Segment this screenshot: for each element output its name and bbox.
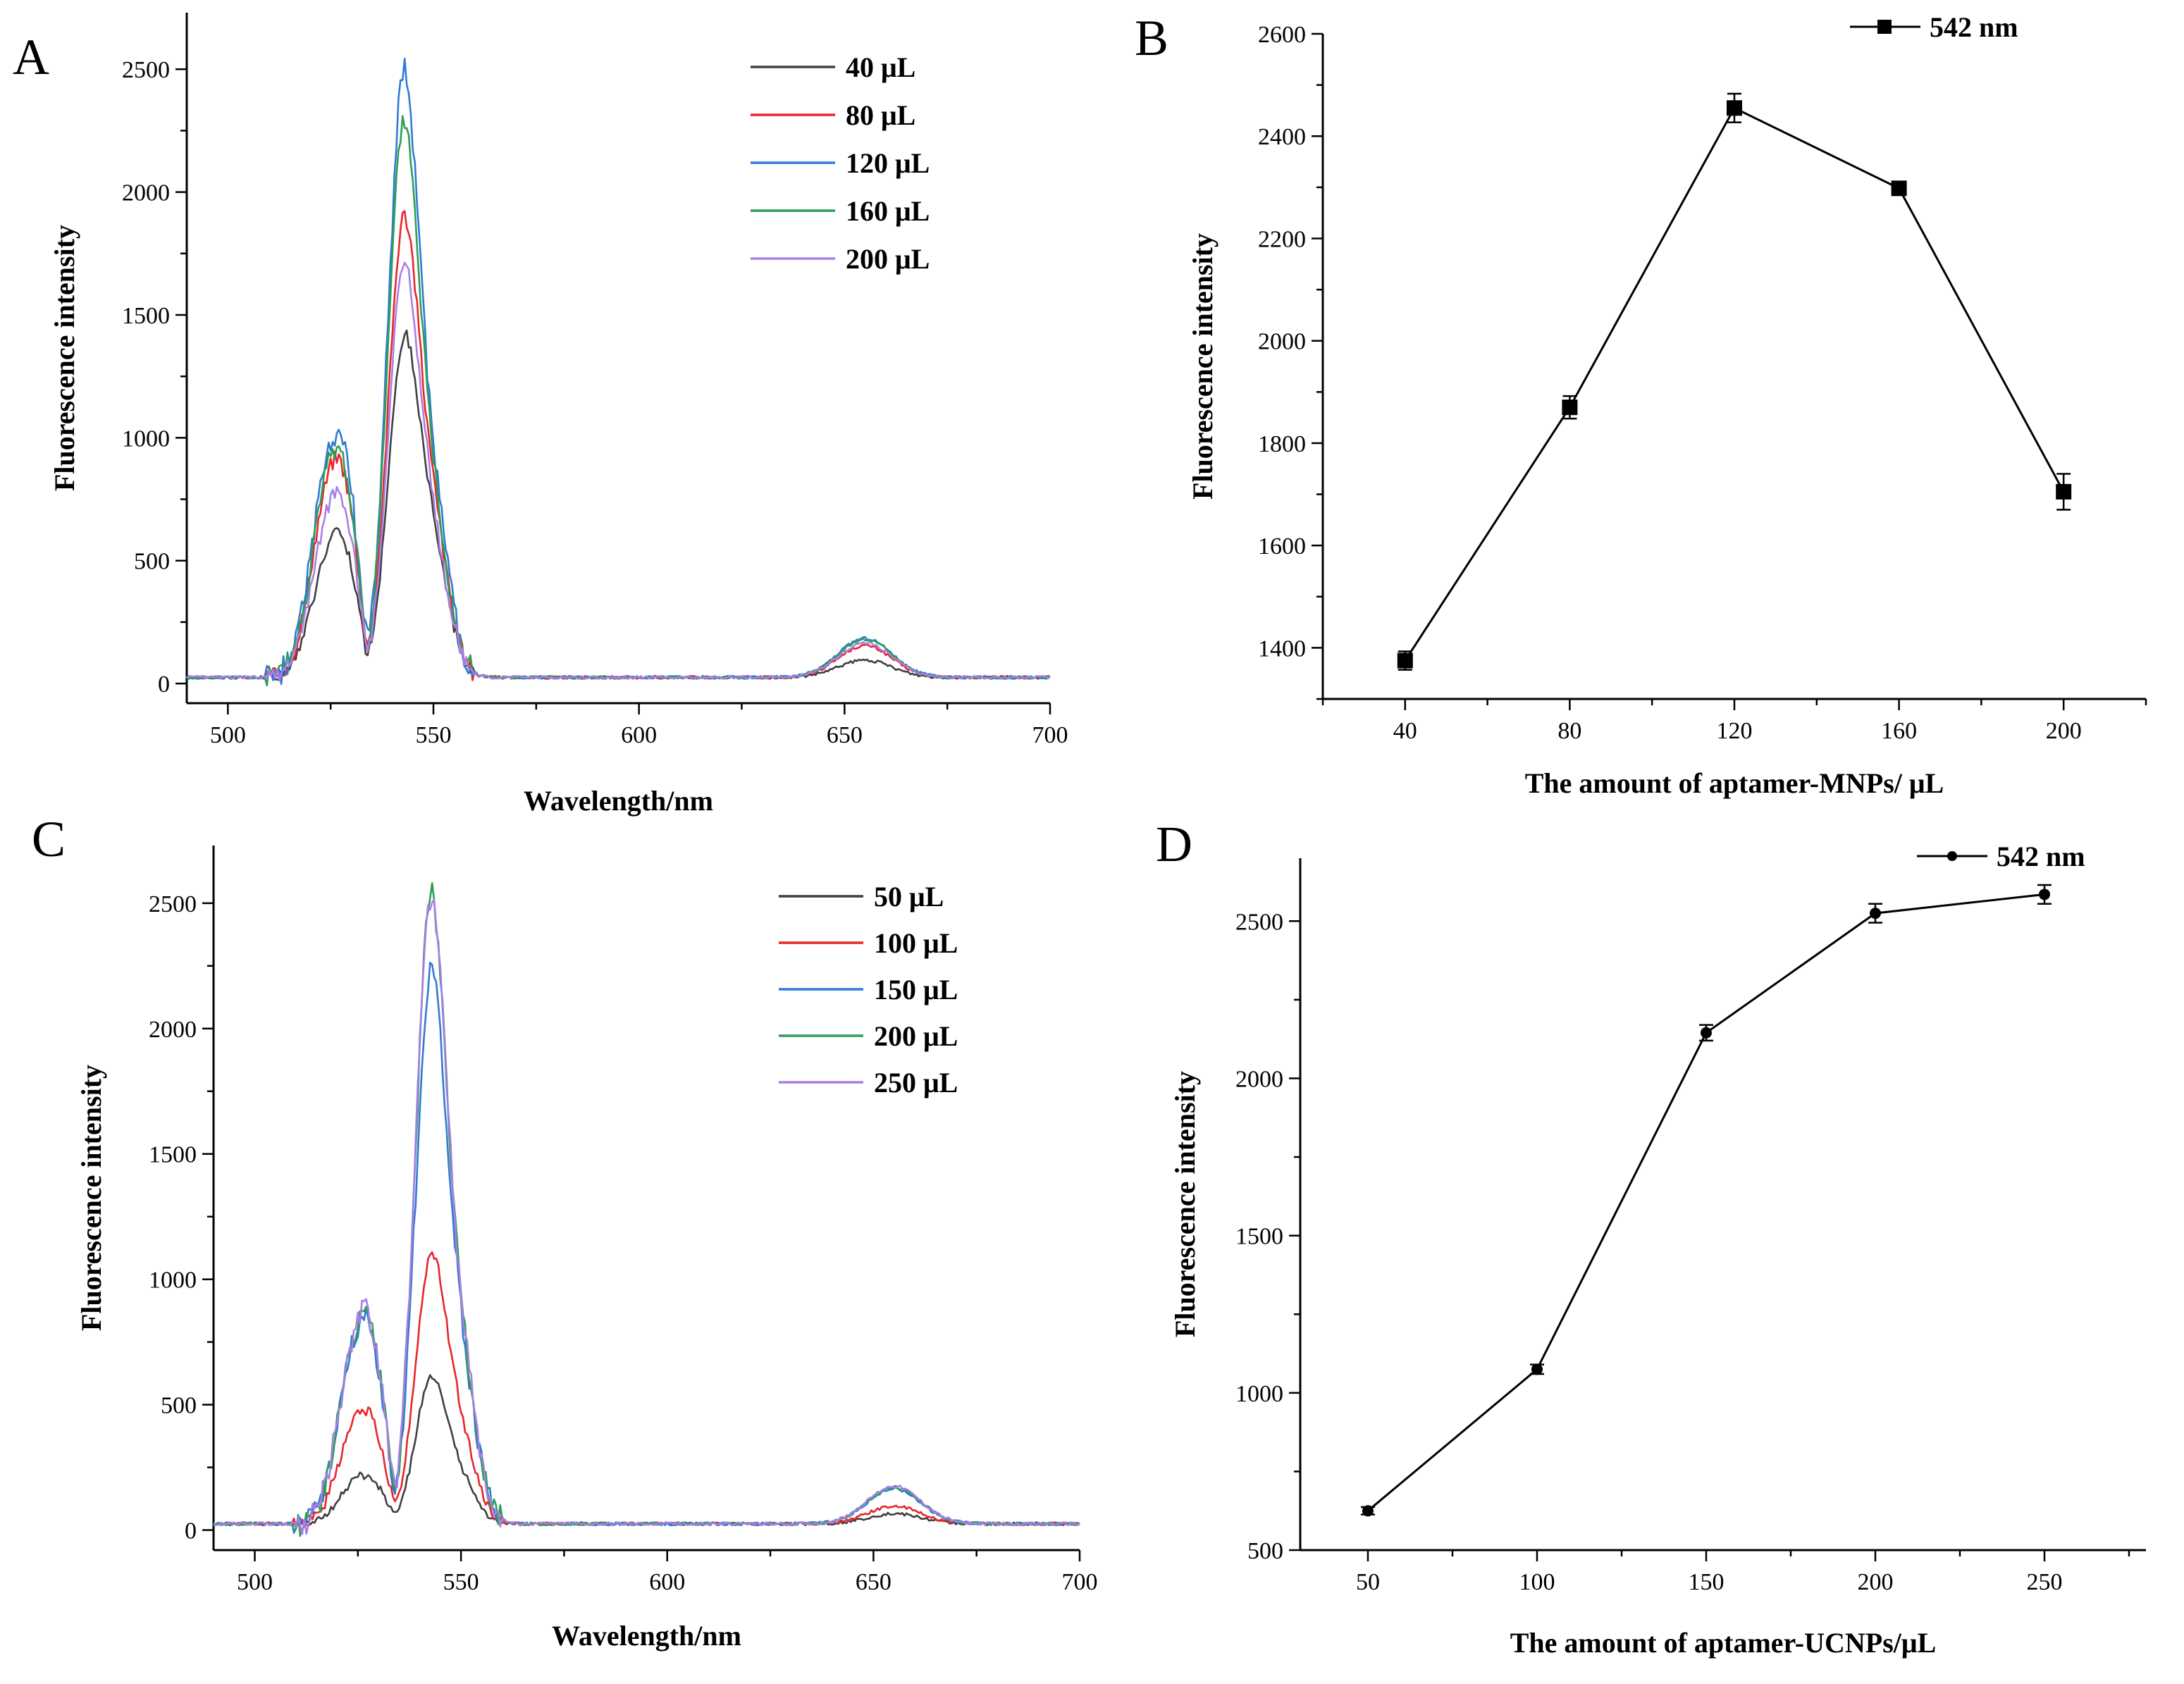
panel-d-data-point bbox=[1362, 1505, 1374, 1517]
panel-a-y-tick-label: 500 bbox=[134, 549, 170, 575]
panel-a-y-tick-label: 1000 bbox=[122, 426, 170, 452]
panel-c-y-tick-label: 1500 bbox=[149, 1142, 197, 1168]
panel-d-y-tick-label: 1500 bbox=[1235, 1224, 1283, 1250]
panel-b-data-point bbox=[1891, 180, 1907, 197]
panel-c-x-tick-label: 550 bbox=[443, 1569, 479, 1595]
panel-a-y-tick-label: 0 bbox=[158, 671, 170, 698]
panel-c-y-tick-label: 500 bbox=[161, 1393, 197, 1419]
panel-c-y-tick-label: 2500 bbox=[149, 891, 197, 917]
panel-c-chart: C 500 550 600 650 700 0 500 1000 1500 2000 2500 Wave… bbox=[32, 811, 1098, 1652]
panel-b-data-point bbox=[2056, 483, 2072, 500]
panel-b-y-axis-title: Fluorescence intensity bbox=[1187, 233, 1219, 500]
panel-c-legend-label: 250 μL bbox=[874, 1067, 958, 1098]
panel-b-x-tick-label: 120 bbox=[1717, 718, 1753, 744]
panel-a-y-tick-label: 2000 bbox=[122, 180, 170, 206]
panel-a-x-tick-label: 550 bbox=[416, 722, 452, 748]
panel-c-x-tick-label: 700 bbox=[1062, 1569, 1098, 1595]
panel-a-letter: A bbox=[13, 29, 49, 85]
panel-d-letter: D bbox=[1156, 816, 1192, 872]
panel-a-legend: 40 μL 80 μL 120 μL 160 μL 200 μL bbox=[751, 51, 930, 275]
panel-d-data-point bbox=[1701, 1027, 1712, 1039]
panel-d-legend-label: 542 nm bbox=[1997, 841, 2085, 872]
panel-c-y-tick-label: 2000 bbox=[149, 1017, 197, 1043]
panel-a-series-line bbox=[186, 261, 1051, 682]
panel-b-y-tick-label: 1800 bbox=[1258, 431, 1306, 457]
panel-b-x-tick-label: 160 bbox=[1881, 718, 1917, 744]
panel-a-legend-label: 200 μL bbox=[846, 243, 930, 275]
panel-b-x-tick-label: 80 bbox=[1557, 718, 1581, 744]
panel-d-y-tick-label: 2000 bbox=[1235, 1066, 1283, 1092]
panel-c-y-tick-label: 1000 bbox=[149, 1268, 197, 1294]
panel-d-x-tick-label: 200 bbox=[1858, 1569, 1894, 1595]
panel-d-chart: D 50 100 150 200 250 500 1000 1500 2000 2500 The am… bbox=[1156, 816, 2146, 1659]
panel-a-x-axis-title: Wavelength/nm bbox=[524, 785, 713, 817]
panel-b-y-tick-label: 2200 bbox=[1258, 226, 1306, 252]
panel-c-x-tick-label: 600 bbox=[649, 1569, 685, 1595]
panel-c-y-tick-label: 0 bbox=[185, 1518, 197, 1544]
panel-b-legend: 542 nm bbox=[1850, 11, 2018, 43]
panel-d-legend-marker bbox=[1947, 851, 1957, 861]
panel-a-y-axis-title: Fluorescence intensity bbox=[49, 225, 80, 491]
panel-b-chart: B 40 80 120 160 200 1400 1600 1800 2000 2200 2400 26… bbox=[1135, 10, 2147, 799]
panel-c-series-line bbox=[213, 898, 1080, 1535]
panel-b-x-tick-label: 200 bbox=[2046, 718, 2082, 744]
panel-c-x-tick-label: 500 bbox=[237, 1569, 273, 1595]
panel-d-x-tick-label: 250 bbox=[2027, 1569, 2063, 1595]
panel-b-y-tick-label: 2600 bbox=[1258, 22, 1306, 48]
panel-b-data-point bbox=[1727, 100, 1742, 116]
panel-d-x-tick-label: 100 bbox=[1519, 1569, 1555, 1595]
panel-d-data-point bbox=[2039, 889, 2050, 900]
panel-c-letter: C bbox=[32, 811, 66, 867]
panel-a-x-tick-label: 600 bbox=[621, 722, 657, 748]
panel-d-y-tick-label: 2500 bbox=[1235, 909, 1283, 935]
panel-d-x-tick-label: 150 bbox=[1689, 1569, 1725, 1595]
panel-d-y-axis-title: Fluorescence intensity bbox=[1169, 1071, 1201, 1337]
panel-a-legend-label: 160 μL bbox=[846, 195, 930, 227]
panel-b-x-tick-label: 40 bbox=[1393, 718, 1417, 744]
panel-b-y-tick-label: 2400 bbox=[1258, 124, 1306, 150]
panel-b-letter: B bbox=[1135, 10, 1168, 66]
panel-c-legend-label: 200 μL bbox=[874, 1020, 958, 1052]
panel-d-data-point bbox=[1870, 908, 1881, 920]
panel-b-legend-label: 542 nm bbox=[1930, 11, 2018, 43]
panel-d-x-axis-title: The amount of aptamer-UCNPs/μL bbox=[1510, 1627, 1937, 1659]
panel-a-chart: A 500 550 600 650 700 0 500 1000 1500 2000 2500 Wave… bbox=[13, 13, 1068, 817]
panel-a-legend-label: 40 μL bbox=[846, 51, 915, 83]
panel-b-legend-marker bbox=[1877, 20, 1892, 34]
panel-d-legend: 542 nm bbox=[1917, 841, 2085, 872]
panel-a-x-tick-label: 700 bbox=[1032, 722, 1068, 748]
panel-c-legend: 50 μL 100 μL 150 μL 200 μL 250 μL bbox=[779, 881, 958, 1098]
panel-b-x-axis-title: The amount of aptamer-MNPs/ μL bbox=[1525, 767, 1944, 799]
panel-a-y-tick-label: 2500 bbox=[122, 57, 170, 83]
panel-a-x-tick-label: 500 bbox=[210, 722, 246, 748]
panel-b-y-tick-label: 1600 bbox=[1258, 533, 1306, 559]
panel-b-y-tick-label: 2000 bbox=[1258, 329, 1306, 355]
panel-a-legend-label: 120 μL bbox=[846, 147, 930, 179]
panel-c-x-axis-title: Wavelength/nm bbox=[552, 1620, 741, 1652]
panel-a-y-tick-label: 1500 bbox=[122, 303, 170, 329]
panel-c-x-tick-label: 650 bbox=[856, 1569, 892, 1595]
panel-b-data-point bbox=[1562, 400, 1578, 416]
panel-d-y-tick-label: 500 bbox=[1247, 1538, 1283, 1564]
panel-d-data-point bbox=[1531, 1363, 1543, 1375]
panel-c-legend-label: 100 μL bbox=[874, 927, 958, 959]
panel-a-legend-label: 80 μL bbox=[846, 99, 915, 131]
panel-b-data-point bbox=[1397, 652, 1413, 669]
panel-c-y-axis-title: Fluorescence intensity bbox=[75, 1065, 107, 1331]
panel-d-x-tick-label: 50 bbox=[1356, 1569, 1380, 1595]
panel-a-x-tick-label: 650 bbox=[827, 722, 863, 748]
panel-c-legend-label: 50 μL bbox=[874, 881, 944, 912]
panel-c-legend-label: 150 μL bbox=[874, 974, 958, 1005]
panel-d-y-tick-label: 1000 bbox=[1235, 1381, 1283, 1407]
panel-b-y-tick-label: 1400 bbox=[1258, 636, 1306, 662]
